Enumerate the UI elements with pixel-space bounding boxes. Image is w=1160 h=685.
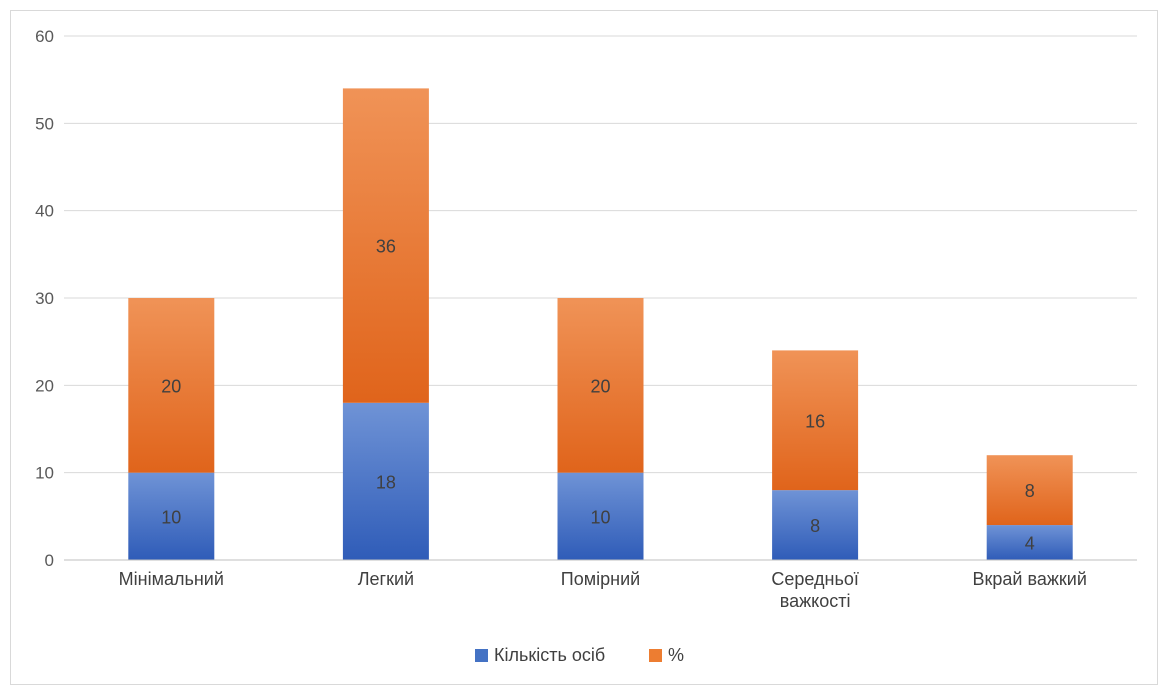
x-tick-label: Помірний xyxy=(561,569,640,589)
gridlines xyxy=(64,35,1137,474)
data-label: 16 xyxy=(805,411,825,431)
y-axis: 0 10 20 30 40 50 60 xyxy=(35,27,54,570)
data-labels: 10 20 18 36 10 20 8 16 4 8 xyxy=(161,237,1034,554)
data-label: 10 xyxy=(161,507,181,527)
bar-segment xyxy=(986,455,1073,526)
bar-segment xyxy=(342,88,429,403)
data-label: 18 xyxy=(376,472,396,492)
data-label: 4 xyxy=(1025,534,1035,554)
x-axis: Мінімальний Легкий Помірний Середньоїважкос… xyxy=(64,559,1137,611)
bar-segment xyxy=(557,298,644,473)
legend: Кількість осіб% xyxy=(475,645,684,665)
bar-segment xyxy=(128,298,215,473)
y-tick-label: 30 xyxy=(35,289,54,308)
legend-swatch xyxy=(649,649,662,662)
legend-label: Кількість осіб xyxy=(494,645,605,665)
bar-segment xyxy=(342,402,429,560)
x-tick-label: Легкий xyxy=(358,569,414,589)
bar-segment xyxy=(772,490,859,560)
y-tick-label: 60 xyxy=(35,27,54,46)
legend-swatch xyxy=(475,649,488,662)
y-tick-label: 10 xyxy=(35,464,54,483)
data-label: 36 xyxy=(376,237,396,257)
data-label: 10 xyxy=(590,507,610,527)
data-label: 20 xyxy=(161,376,181,396)
y-tick-label: 20 xyxy=(35,376,54,395)
x-tick-label: Вкрай важкий xyxy=(973,569,1087,589)
y-tick-label: 0 xyxy=(45,551,54,570)
data-label: 8 xyxy=(810,516,820,536)
data-label: 20 xyxy=(590,376,610,396)
x-tick-label: Мінімальний xyxy=(119,569,224,589)
bar-segment xyxy=(772,350,859,491)
y-tick-label: 50 xyxy=(35,114,54,133)
bars xyxy=(128,88,1073,560)
data-label: 8 xyxy=(1025,481,1035,501)
bar-segment xyxy=(128,472,215,560)
x-tick-label: важкості xyxy=(780,591,851,611)
bar-segment xyxy=(557,472,644,560)
x-tick-label: Середньої xyxy=(771,569,858,589)
y-tick-label: 40 xyxy=(35,202,54,221)
bar-segment xyxy=(986,525,1073,560)
legend-label: % xyxy=(668,645,684,665)
